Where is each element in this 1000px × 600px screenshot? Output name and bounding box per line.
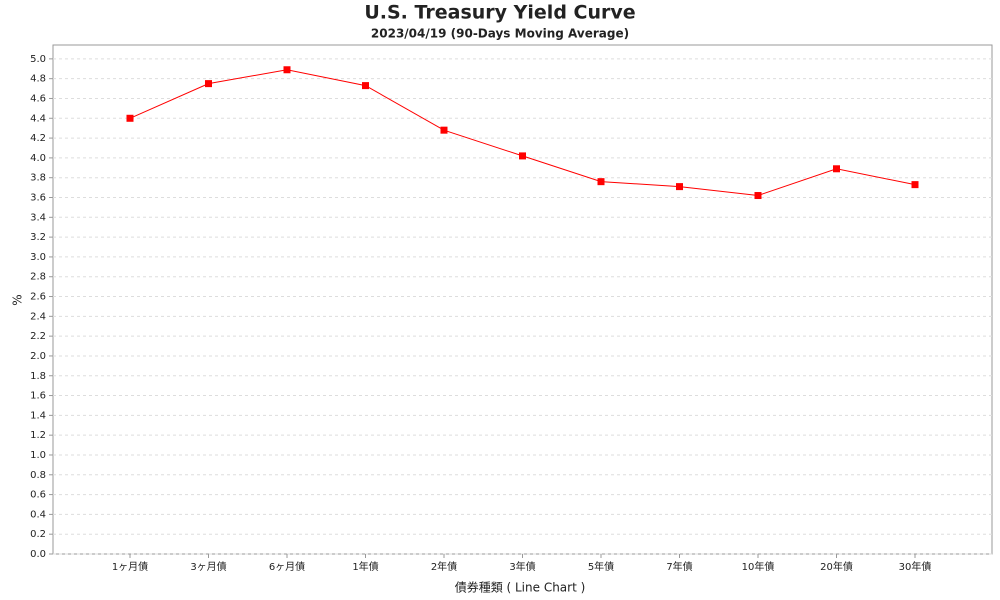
x-tick-label: 3ヶ月債 xyxy=(190,560,226,573)
point xyxy=(283,66,291,74)
x-tick-label: 6ヶ月債 xyxy=(269,560,305,573)
y-tick-label: 2.2 xyxy=(30,331,46,342)
y-tick-label: 0.6 xyxy=(30,490,46,501)
y-tick-label: 4.4 xyxy=(30,113,46,124)
x-tick-label: 10年債 xyxy=(742,560,775,573)
chart-subtitle: 2023/04/19 (90-Days Moving Average) xyxy=(371,27,629,41)
point xyxy=(126,114,134,122)
y-tick-label: 1.8 xyxy=(30,371,46,382)
x-axis-label: 債券種類 ( Line Chart ) xyxy=(455,580,586,595)
y-tick-label: 1.4 xyxy=(30,410,46,421)
y-tick-label: 1.6 xyxy=(30,391,46,402)
x-tick-label: 1年債 xyxy=(352,560,378,573)
y-tick-label: 2.6 xyxy=(30,292,46,303)
y-tick-label: 0.0 xyxy=(30,549,46,560)
y-tick-label: 4.6 xyxy=(30,93,46,104)
point xyxy=(597,178,605,186)
y-tick-label: 5.0 xyxy=(30,54,46,65)
x-tick-label: 7年債 xyxy=(666,560,692,573)
x-tick-label: 3年債 xyxy=(509,560,535,573)
y-tick-label: 1.0 xyxy=(30,450,46,461)
point xyxy=(676,183,683,191)
y-tick-label: 3.4 xyxy=(30,212,46,223)
y-tick-label: 2.0 xyxy=(30,351,46,362)
x-tick-label: 2年債 xyxy=(431,560,457,573)
y-tick-label: 1.2 xyxy=(30,430,46,441)
y-tick-label: 0.8 xyxy=(30,470,46,481)
y-tick-label: 4.8 xyxy=(30,74,46,85)
point xyxy=(205,80,212,88)
y-tick-label: 4.2 xyxy=(30,133,46,144)
y-tick-label: 2.4 xyxy=(30,311,46,322)
y-tick-label: 0.4 xyxy=(30,509,46,520)
x-tick-label: 1ヶ月債 xyxy=(112,560,148,573)
y-tick-label: 3.0 xyxy=(30,252,46,263)
y-tick-label: 4.0 xyxy=(30,153,46,164)
y-tick-label: 3.6 xyxy=(30,193,46,204)
plot-area xyxy=(52,44,993,555)
y-tick-label: 3.2 xyxy=(30,232,46,243)
point xyxy=(833,165,840,173)
chart-title: U.S. Treasury Yield Curve xyxy=(364,2,635,24)
y-tick-label: 2.8 xyxy=(30,272,46,283)
point xyxy=(754,192,762,200)
x-tick-label: 30年債 xyxy=(899,560,932,573)
y-tick-label: 3.8 xyxy=(30,173,46,184)
x-tick-label: 20年債 xyxy=(820,560,853,573)
point xyxy=(519,152,526,160)
point xyxy=(440,126,448,134)
y-axis-label: % xyxy=(11,294,25,305)
x-tick-label: 5年債 xyxy=(588,560,614,573)
y-tick-label: 0.2 xyxy=(30,529,46,540)
point xyxy=(362,82,369,90)
point xyxy=(911,181,919,189)
